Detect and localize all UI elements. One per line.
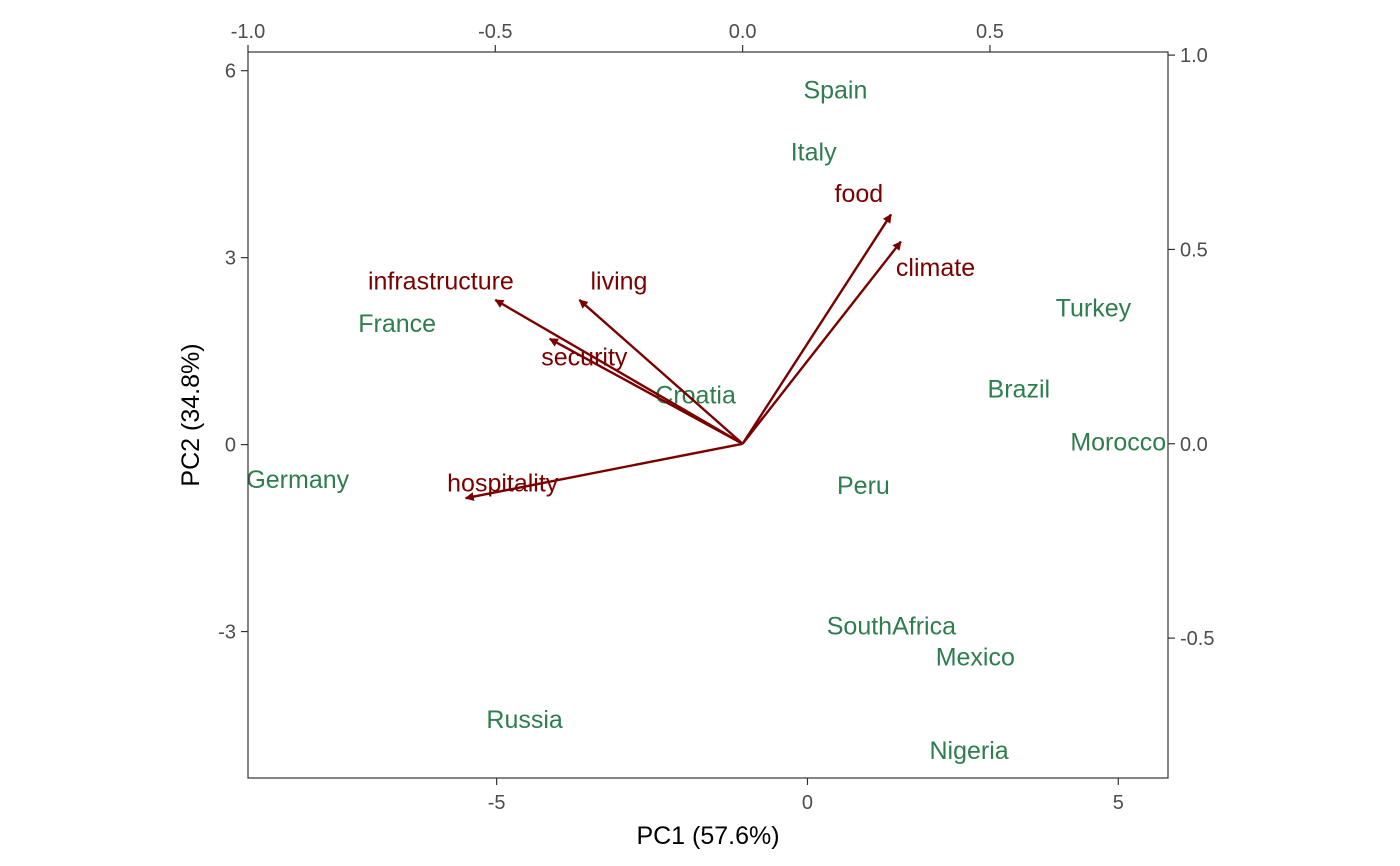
secondary-y-tick-label: 0.0 <box>1180 434 1208 456</box>
x-tick-label: 5 <box>1113 792 1124 814</box>
secondary-x-tick-label: -0.5 <box>478 21 512 43</box>
y-axis-title: PC2 (34.8%) <box>177 343 205 486</box>
variable-label: climate <box>896 254 975 282</box>
secondary-x-tick-label: 0.0 <box>729 21 757 43</box>
observation-label: Germany <box>246 466 349 494</box>
loading-arrow <box>741 213 893 445</box>
y-tick-label: 0 <box>225 435 236 457</box>
observation-label: SouthAfrica <box>827 612 956 640</box>
x-tick-label: -5 <box>488 792 506 814</box>
observation-label: Russia <box>486 706 563 734</box>
observations: Spain Italy Turkey France Brazil Croatia Moroc… <box>246 76 1166 765</box>
y-tick-label: 6 <box>225 61 236 83</box>
loading-arrow <box>464 442 743 502</box>
loading-arrow <box>494 298 744 445</box>
variable-loadings: food climate infrastructure living security h… <box>368 180 975 502</box>
observation-label: Spain <box>803 76 867 104</box>
observation-label: France <box>358 310 436 338</box>
secondary-x-tick-label: 0.5 <box>976 21 1004 43</box>
variable-label: security <box>541 343 628 371</box>
secondary-x-tick-label: -1.0 <box>231 21 265 43</box>
variable-label: hospitality <box>447 470 559 498</box>
secondary-y-tick-label: -0.5 <box>1180 628 1214 650</box>
variable-label: infrastructure <box>368 268 514 296</box>
loading-arrow <box>548 337 744 445</box>
x-tick-label: 0 <box>802 792 813 814</box>
variable-label: food <box>835 180 884 208</box>
x-axis-title: PC1 (57.6%) <box>636 822 779 850</box>
observation-label: Mexico <box>936 643 1015 671</box>
loading-arrow <box>578 299 744 445</box>
secondary-y-tick-label: 1.0 <box>1180 45 1208 67</box>
observation-label: Morocco <box>1070 428 1166 456</box>
observation-label: Italy <box>791 139 837 167</box>
y-tick-label: 3 <box>225 248 236 270</box>
observation-label: Nigeria <box>929 737 1008 765</box>
variable-label: living <box>590 268 647 296</box>
observation-label: Croatia <box>655 382 736 410</box>
axes: -5 0 5 -3 0 3 6 -1.0 -0.5 0.0 0.5 -0.5 0.0 0.5 1.0 <box>218 21 1214 814</box>
plot-panel <box>247 51 1169 779</box>
observation-label: Peru <box>837 472 890 500</box>
secondary-y-tick-label: 0.5 <box>1180 239 1208 261</box>
observation-label: Brazil <box>988 376 1051 404</box>
loading-arrow <box>741 240 902 445</box>
observation-label: Turkey <box>1056 295 1132 323</box>
y-tick-label: -3 <box>218 622 236 644</box>
